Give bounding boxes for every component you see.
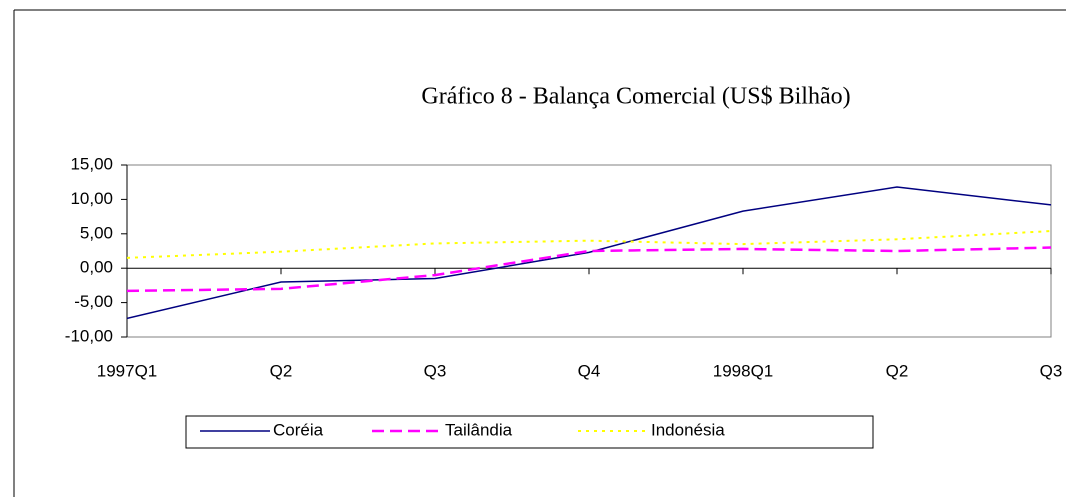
series-line (126, 186, 1052, 320)
x-tick-label: 1997Q1 (97, 361, 158, 380)
series-line (126, 230, 1052, 259)
x-tick-label: Q4 (578, 361, 601, 380)
y-tick-label: 10,00 (70, 189, 113, 208)
x-tick-label: Q3 (424, 361, 447, 380)
y-tick-label: -10,00 (65, 326, 113, 345)
legend-label: Indonésia (651, 420, 725, 439)
legend-label: Coréia (273, 420, 324, 439)
chart-title: Gráfico 8 - Balança Comercial (US$ Bilhã… (421, 84, 850, 110)
legend-label: Tailândia (445, 420, 513, 439)
x-tick-label: Q3 (1040, 361, 1063, 380)
legend (185, 415, 874, 449)
y-tick-label: 5,00 (80, 223, 113, 242)
y-tick-label: 0,00 (80, 258, 113, 277)
x-tick-label: Q2 (886, 361, 909, 380)
x-tick-label: Q2 (270, 361, 293, 380)
y-tick-label: 15,00 (70, 154, 113, 173)
series-line (126, 246, 1052, 293)
y-tick-label: -5,00 (74, 292, 113, 311)
plot-area (126, 164, 1052, 338)
x-tick-label: 1998Q1 (713, 361, 774, 380)
